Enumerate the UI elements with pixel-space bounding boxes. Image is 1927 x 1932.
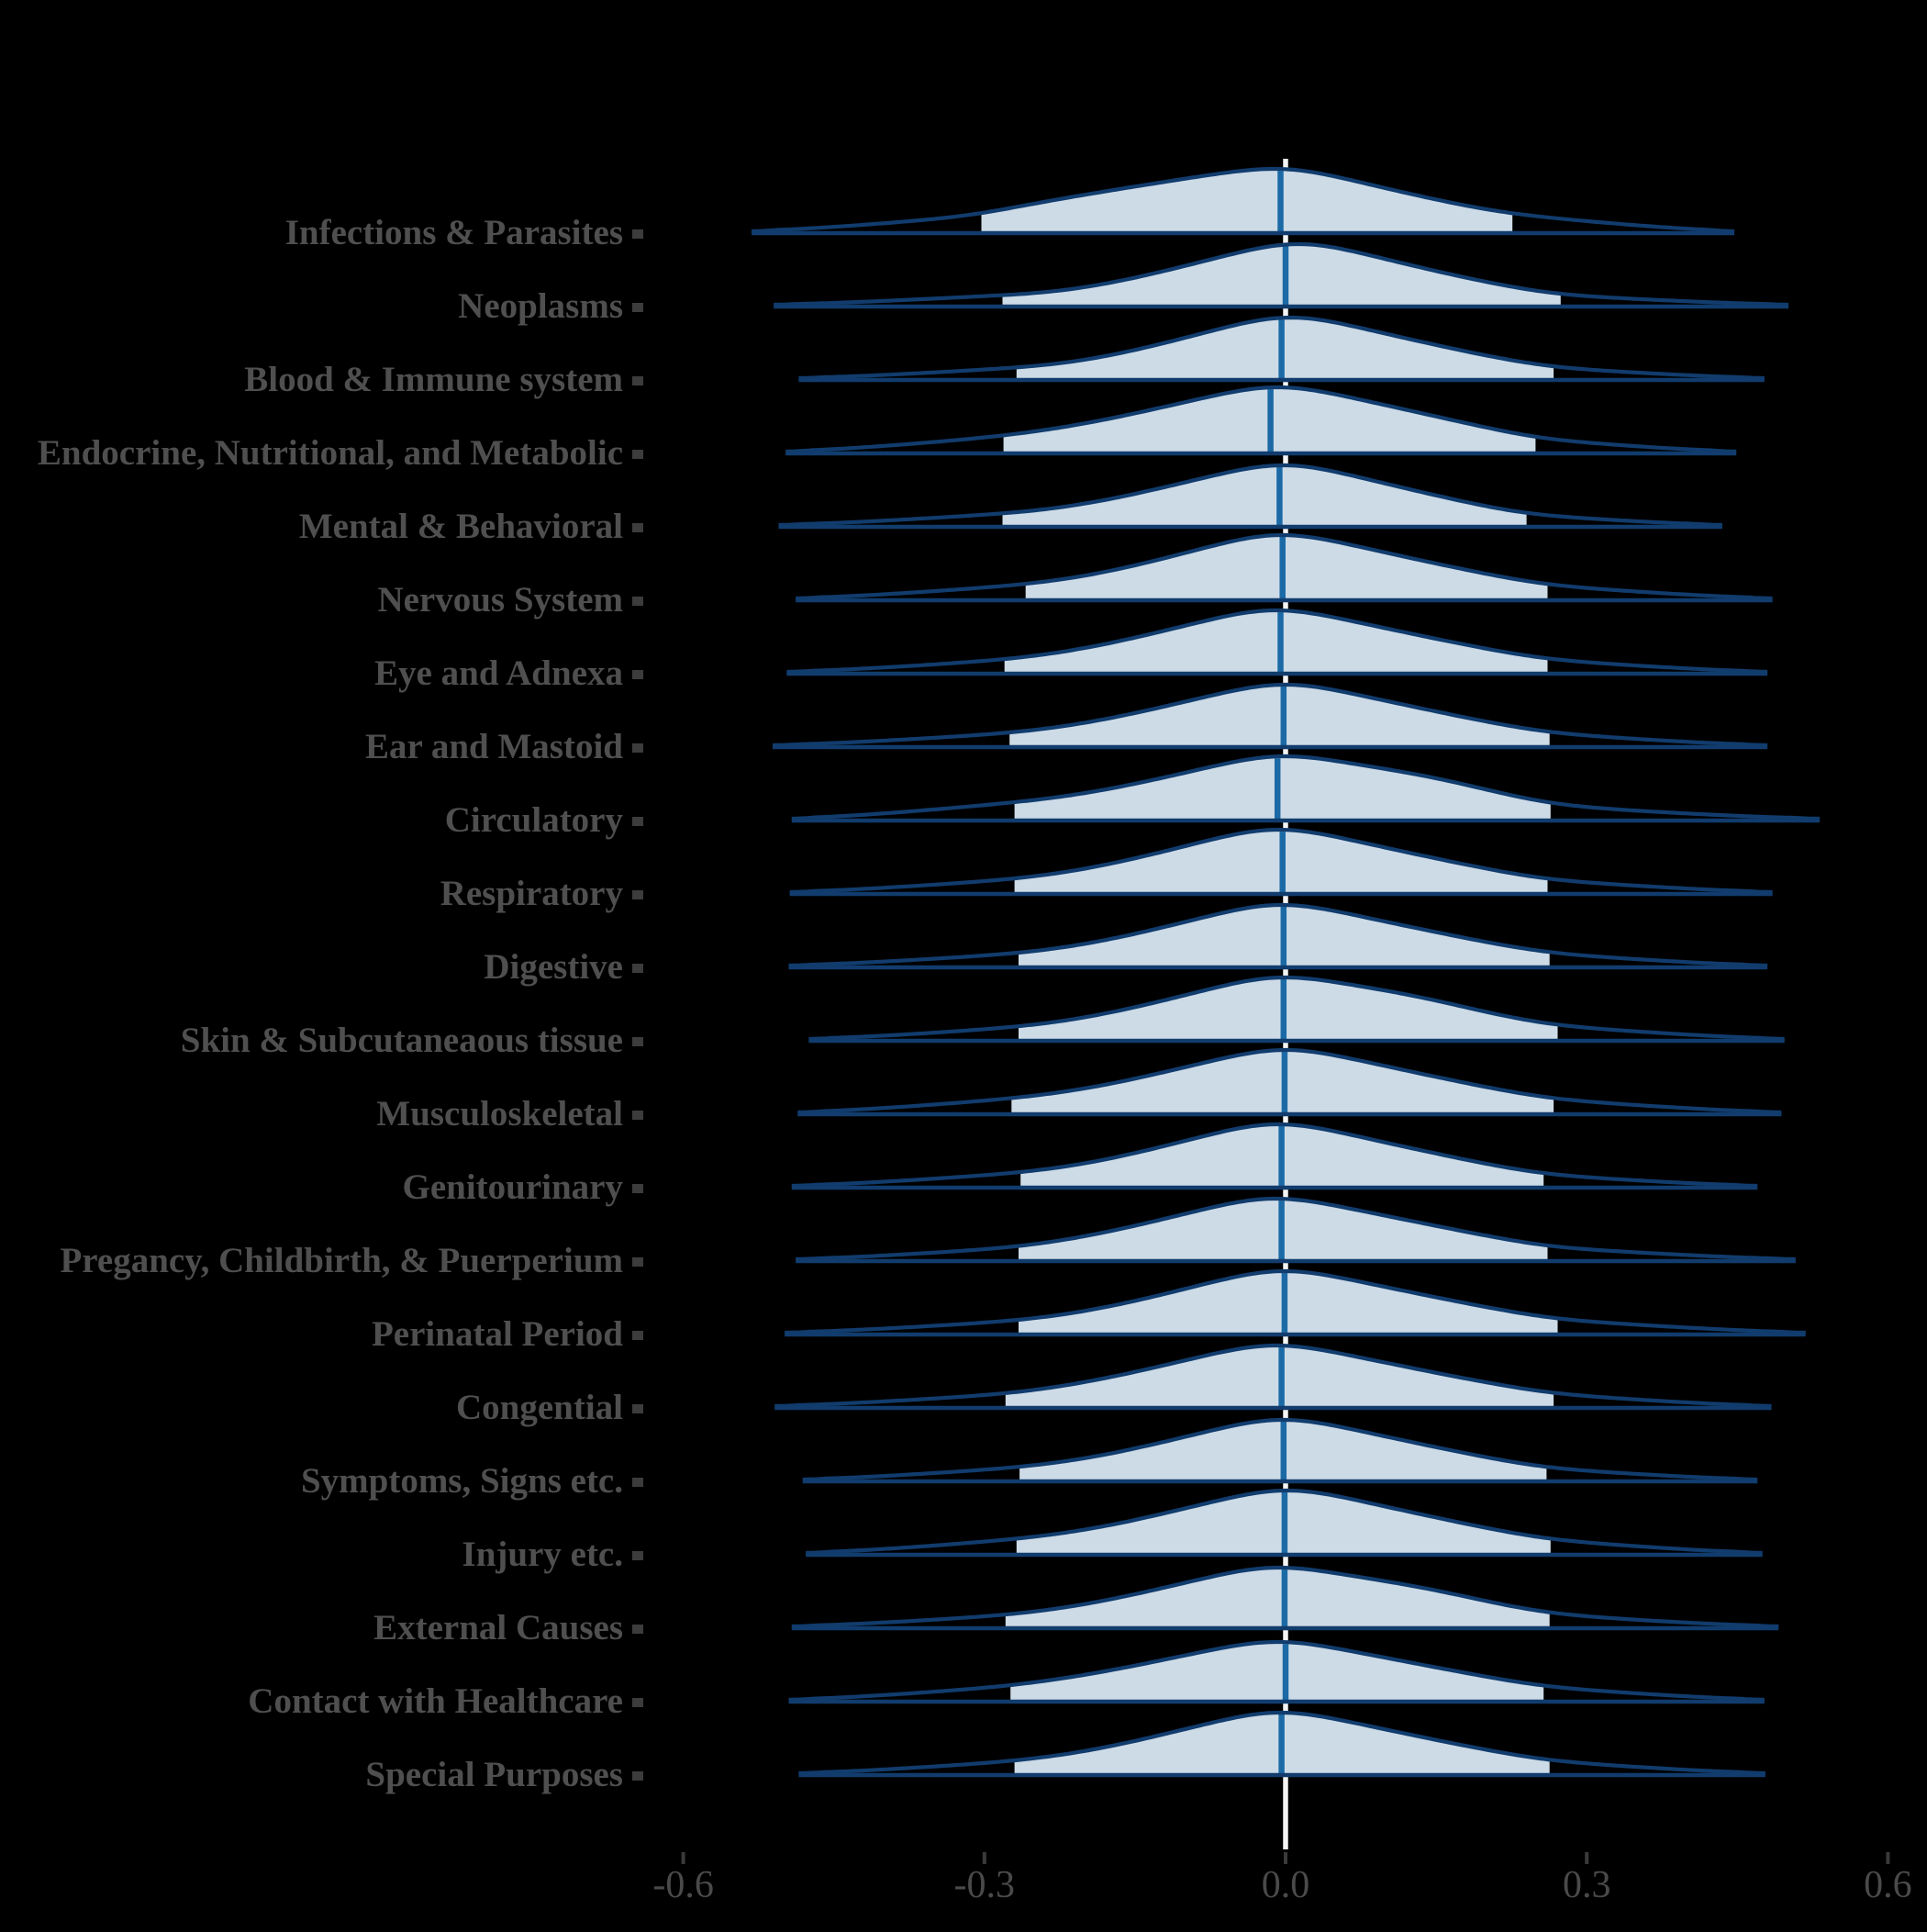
svg-text:Special Purposes: Special Purposes [365, 1755, 623, 1794]
svg-text:Nervous System: Nervous System [377, 580, 623, 620]
svg-text:Respiratory: Respiratory [440, 874, 624, 913]
svg-text:Contact with Healthcare: Contact with Healthcare [248, 1681, 623, 1721]
svg-text:Circulatory: Circulatory [445, 800, 624, 840]
svg-text:Digestive: Digestive [484, 947, 623, 987]
svg-text:Infections & Parasites: Infections & Parasites [285, 213, 623, 252]
svg-text:Mental & Behavioral: Mental & Behavioral [299, 507, 623, 546]
svg-text:-0.6: -0.6 [652, 1864, 714, 1906]
svg-text:0.3: 0.3 [1563, 1864, 1611, 1906]
svg-text:Endocrine, Nutritional, and Me: Endocrine, Nutritional, and Metabolic [38, 433, 623, 473]
svg-text:0.0: 0.0 [1262, 1864, 1310, 1906]
svg-text:Eye and Adnexa: Eye and Adnexa [374, 653, 623, 693]
svg-text:Injury etc.: Injury etc. [462, 1535, 623, 1574]
svg-text:Neoplasms: Neoplasms [458, 286, 623, 326]
svg-text:0.6: 0.6 [1864, 1864, 1912, 1906]
svg-text:Congential: Congential [456, 1388, 623, 1427]
svg-text:Pregancy, Childbirth, & Puerpe: Pregancy, Childbirth, & Puerperium [60, 1241, 623, 1280]
svg-text:-0.3: -0.3 [954, 1864, 1016, 1906]
svg-text:Ear and Mastoid: Ear and Mastoid [365, 727, 623, 766]
svg-text:Blood & Immune system: Blood & Immune system [244, 360, 623, 399]
svg-text:Perinatal Period: Perinatal Period [372, 1314, 623, 1354]
svg-text:Skin & Subcutaneaous tissue: Skin & Subcutaneaous tissue [181, 1021, 623, 1060]
svg-text:External Causes: External Causes [373, 1608, 623, 1647]
svg-text:Symptoms, Signs etc.: Symptoms, Signs etc. [301, 1461, 623, 1501]
svg-text:Genitourinary: Genitourinary [403, 1167, 624, 1207]
svg-text:Musculoskeletal: Musculoskeletal [376, 1094, 623, 1134]
